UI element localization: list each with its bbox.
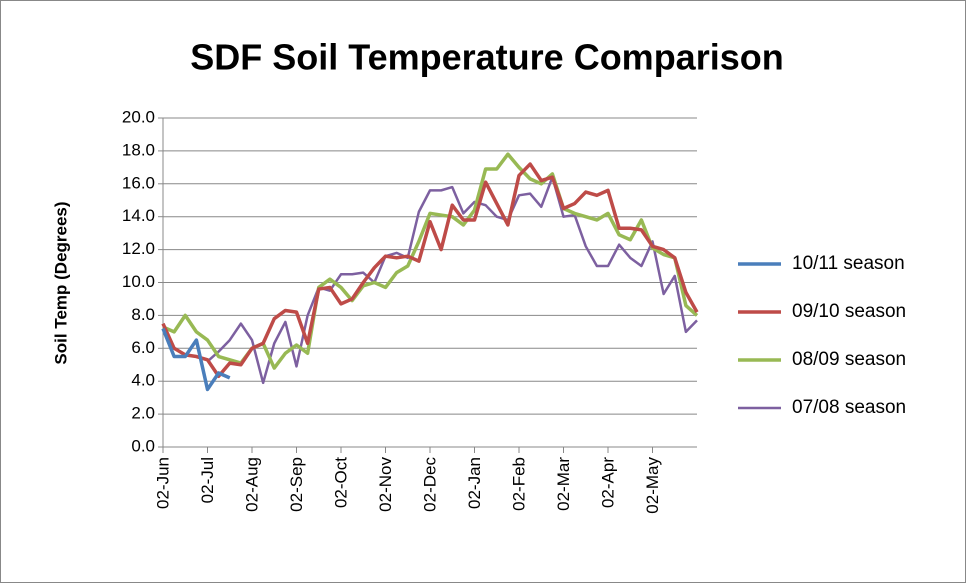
- x-tick-label: 02-Mar: [554, 457, 573, 511]
- y-axis-label: Soil Temp (Degrees): [51, 201, 70, 364]
- legend-label: 08/09 season: [792, 349, 906, 370]
- y-tick-label: 2.0: [131, 404, 155, 423]
- y-tick-label: 12.0: [122, 239, 155, 258]
- x-tick-label: 02-Jul: [198, 457, 217, 503]
- y-tick-label: 8.0: [131, 305, 155, 324]
- x-tick-label: 02-Apr: [598, 457, 617, 508]
- series-line: [161, 327, 231, 392]
- y-tick-label: 16.0: [122, 173, 155, 192]
- legend-label: 10/11 season: [792, 253, 905, 274]
- legend-label: 09/10 season: [792, 301, 906, 322]
- x-tick-label: 02-May: [643, 457, 662, 514]
- x-tick-label: 02-Feb: [509, 457, 528, 511]
- x-tick-label: 02-Sep: [287, 457, 306, 512]
- x-tick-label: 02-Jan: [465, 457, 484, 509]
- y-tick-label: 0.0: [131, 436, 155, 455]
- y-tick-label: 20.0: [122, 107, 155, 126]
- y-tick-label: 14.0: [122, 206, 155, 225]
- series-line: [206, 175, 698, 385]
- chart-title: SDF Soil Temperature Comparison: [190, 37, 783, 78]
- y-tick-label: 6.0: [131, 338, 155, 357]
- y-tick-label: 4.0: [131, 371, 155, 390]
- x-tick-label: 02-Dec: [420, 457, 439, 512]
- x-tick-label: 02-Aug: [242, 457, 261, 512]
- x-tick-label: 02-Jun: [153, 457, 172, 509]
- y-tick-label: 10.0: [122, 272, 155, 291]
- x-tick-label: 02-Oct: [331, 457, 350, 508]
- x-tick-label: 02-Nov: [376, 457, 395, 512]
- legend-label: 07/08 season: [792, 397, 906, 418]
- series-line: [161, 162, 699, 379]
- y-tick-label: 18.0: [122, 140, 155, 159]
